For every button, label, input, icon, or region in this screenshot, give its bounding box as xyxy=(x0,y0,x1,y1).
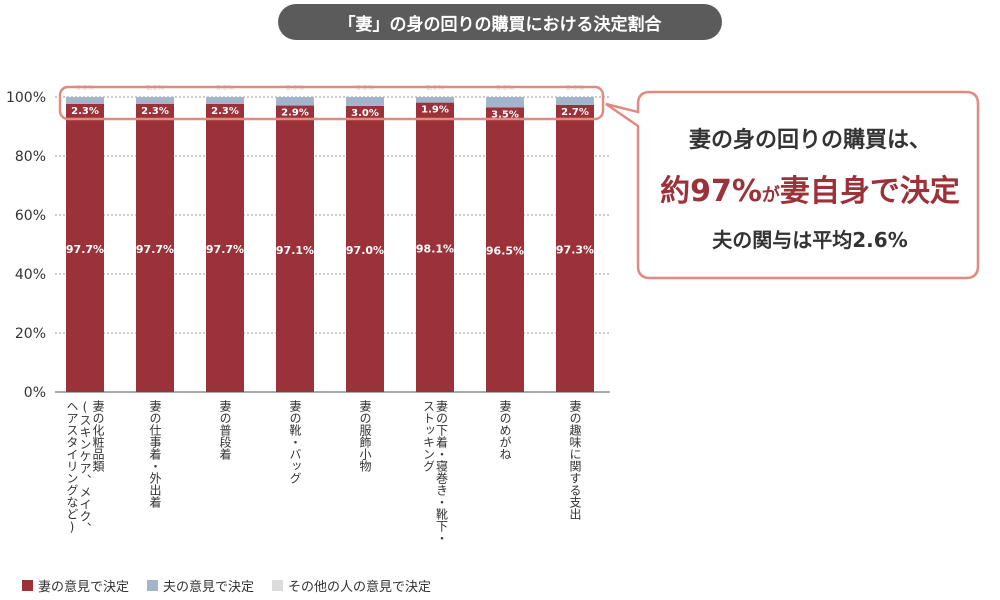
legend-item-husband: 夫の意見で決定 xyxy=(147,576,254,595)
data-label-husband: 1.9% xyxy=(421,105,449,116)
legend-label-wife: 妻の意見で決定 xyxy=(38,580,130,595)
callout-highlight-text: 妻自身で決定 xyxy=(779,174,960,209)
callout-line-1: 妻の身の回りの購買は、 xyxy=(688,128,931,153)
x-category-label: 妻の趣味に関する支出 xyxy=(568,400,582,520)
data-label-wife: 97.3% xyxy=(556,243,594,256)
callout-line-2: 約97%が妻自身で決定 xyxy=(640,166,980,210)
bar-segment xyxy=(556,104,594,392)
data-label-husband: 2.9% xyxy=(281,108,309,119)
callout-box xyxy=(605,90,980,280)
legend-item-other: その他の人の意見で決定 xyxy=(272,576,431,595)
y-tick-label: 40% xyxy=(15,267,46,283)
data-label-wife: 97.0% xyxy=(346,244,384,257)
y-tick-label: 60% xyxy=(15,208,46,224)
legend-label-husband: 夫の意見で決定 xyxy=(163,580,255,595)
bar-segment xyxy=(136,97,174,104)
data-label-husband: 2.3% xyxy=(211,106,239,117)
bar-segment xyxy=(276,105,314,393)
bar-segment xyxy=(556,97,594,105)
legend-item-wife: 妻の意見で決定 xyxy=(22,576,129,595)
data-label-wife: 97.7% xyxy=(136,243,174,256)
data-label-wife: 97.7% xyxy=(66,243,104,256)
x-category-label: 妻の仕事着・外出着 xyxy=(148,400,162,509)
y-tick-label: 20% xyxy=(15,326,46,342)
bar-segment xyxy=(346,105,384,392)
data-label-husband: 3.0% xyxy=(351,108,379,119)
bar-segment xyxy=(416,102,454,392)
data-label-wife: 96.5% xyxy=(486,245,524,258)
x-category-label: ヘアスタイリングなど) xyxy=(65,400,79,534)
callout-highlight-percent: 約97% xyxy=(660,174,762,209)
bar-segment xyxy=(136,103,174,392)
x-category-label: 妻の化粧品類 xyxy=(91,400,105,473)
legend-label-other: その他の人の意見で決定 xyxy=(288,580,432,595)
bar-segment xyxy=(66,103,104,392)
x-category-label: ストッキング xyxy=(422,400,436,472)
x-category-label: 妻のめがね xyxy=(498,400,512,460)
bar-segment xyxy=(416,97,454,103)
data-label-husband: 2.3% xyxy=(71,106,99,117)
data-label-husband: 2.7% xyxy=(561,107,589,118)
x-category-label: 妻の靴・バッグ xyxy=(288,400,302,484)
legend: 妻の意見で決定 夫の意見で決定 その他の人の意見で決定 xyxy=(22,576,449,595)
y-tick-label: 100% xyxy=(6,90,46,106)
bar-segment xyxy=(346,97,384,106)
bars-layer: 97.7%2.3%0.0%97.7%2.3%0.0%97.7%2.3%0.0%9… xyxy=(66,84,594,393)
data-label-husband: 3.5% xyxy=(491,109,519,120)
x-category-label: 妻の下着・寝巻き・靴下・ xyxy=(435,400,449,544)
legend-swatch-husband xyxy=(147,580,159,591)
legend-swatch-wife xyxy=(22,580,33,591)
callout-particle: が xyxy=(761,185,780,206)
data-label-wife: 97.1% xyxy=(276,244,314,257)
legend-swatch-other xyxy=(272,580,284,591)
bar-segment xyxy=(206,103,244,392)
callout-layer xyxy=(58,85,980,280)
bar-segment xyxy=(206,97,244,104)
chart-title: 「妻」の身の回りの購買における決定割合 xyxy=(278,4,722,40)
x-category-label: (スキンケア、メイク、 xyxy=(78,400,92,534)
bar-segment xyxy=(486,97,524,108)
data-label-wife: 97.7% xyxy=(206,243,244,256)
y-tick-label: 80% xyxy=(15,149,46,165)
x-category-label: 妻の普段着 xyxy=(218,400,232,461)
bar-segment xyxy=(66,97,104,104)
callout-line-3: 夫の関与は平均2.6% xyxy=(712,228,908,252)
bar-segment xyxy=(276,97,314,106)
data-label-husband: 2.3% xyxy=(141,106,169,117)
highlight-box xyxy=(58,85,605,121)
axis-layer: 0% 20% 40% 60% 80% 100% 妻の化粧品類(スキンケア、メイク、ヘアスタイ… xyxy=(6,90,610,544)
data-label-wife: 98.1% xyxy=(416,242,454,255)
x-category-label: 妻の服飾小物 xyxy=(358,400,372,472)
y-tick-label: 0% xyxy=(24,385,46,401)
bar-segment xyxy=(486,107,524,392)
